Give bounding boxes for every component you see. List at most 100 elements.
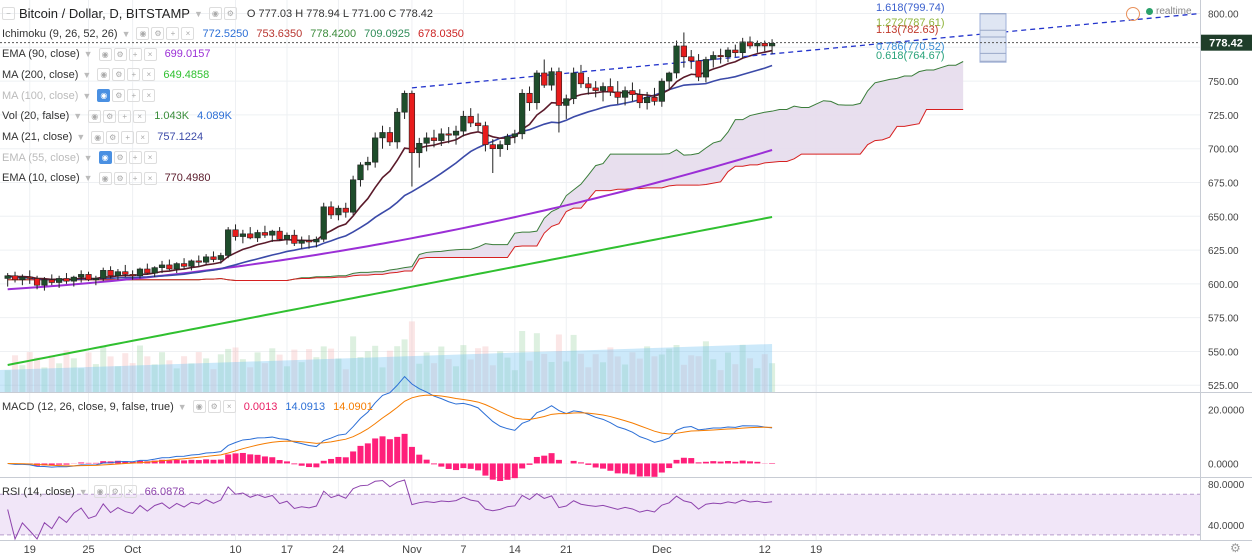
volume-bar: [489, 365, 496, 392]
volume-bar: [651, 356, 658, 392]
gear-icon[interactable]: ⚙: [223, 7, 237, 20]
chevron-down-icon[interactable]: ▼: [177, 401, 187, 412]
volume-bar: [467, 359, 474, 392]
chevron-down-icon[interactable]: ▼: [82, 69, 92, 80]
chevron-down-icon[interactable]: ▼: [82, 90, 92, 101]
plus-icon[interactable]: +: [128, 151, 142, 165]
plus-icon[interactable]: +: [166, 27, 180, 40]
volume-bar: [695, 356, 702, 392]
indicator-legend[interactable]: EMA (10, close) ▼ ◉ ⚙ + × 770.4980: [2, 171, 210, 185]
close-icon[interactable]: ×: [142, 89, 156, 103]
indicator-legend[interactable]: MA (200, close) ▼ ◉ ⚙ + × 649.4858: [2, 68, 209, 82]
chevron-down-icon[interactable]: ▼: [76, 132, 86, 142]
macd-histogram-bar: [489, 463, 496, 480]
close-icon[interactable]: ×: [181, 27, 195, 40]
close-icon[interactable]: ×: [222, 400, 236, 413]
eye-icon[interactable]: ◉: [97, 89, 111, 103]
eye-icon[interactable]: ◉: [98, 171, 112, 185]
candle: [570, 67, 577, 105]
chevron-down-icon[interactable]: ▼: [83, 173, 93, 184]
volume-bar: [438, 346, 445, 392]
volume-bar: [122, 353, 129, 392]
eye-icon[interactable]: ◉: [91, 130, 105, 144]
x-tick-label: 21: [560, 544, 572, 556]
chevron-down-icon[interactable]: ▼: [83, 152, 93, 163]
indicator-legend[interactable]: Ichimoku (9, 26, 52, 26) ▼ ◉ ⚙ + × 772.5250 753…: [2, 27, 464, 40]
chevron-down-icon[interactable]: ▼: [121, 28, 131, 39]
candle-body: [107, 270, 114, 277]
indicator-legend[interactable]: EMA (55, close) ▼ ◉ ⚙ + ×: [2, 151, 157, 165]
gear-icon[interactable]: ⚙: [113, 171, 127, 185]
plus-icon[interactable]: +: [121, 130, 135, 144]
candle-body: [56, 278, 63, 283]
chevron-down-icon[interactable]: ▼: [83, 49, 93, 60]
chevron-down-icon[interactable]: ▼: [73, 111, 83, 122]
gear-icon[interactable]: ⚙: [207, 400, 221, 413]
plus-icon[interactable]: +: [128, 47, 142, 61]
chevron-down-icon[interactable]: ▼: [78, 486, 88, 497]
gear-icon[interactable]: ⚙: [113, 47, 127, 61]
eye-icon[interactable]: ◉: [192, 400, 206, 413]
eye-icon[interactable]: ◉: [93, 485, 107, 498]
volume-bar: [357, 357, 364, 392]
plus-icon[interactable]: +: [127, 68, 141, 82]
candle: [666, 71, 673, 90]
eye-icon[interactable]: ◉: [208, 7, 222, 20]
close-icon[interactable]: ×: [136, 130, 150, 144]
close-icon[interactable]: ×: [143, 151, 157, 165]
volume-bar: [526, 360, 533, 392]
close-icon[interactable]: ×: [142, 68, 156, 82]
macd-histogram-bar: [680, 457, 687, 464]
candle: [408, 90, 416, 187]
eye-icon[interactable]: ◉: [98, 151, 112, 165]
gear-icon[interactable]: ⚙: [112, 89, 126, 103]
eye-icon[interactable]: ◉: [88, 109, 102, 123]
close-icon[interactable]: ×: [133, 109, 147, 123]
collapse-icon[interactable]: −: [2, 7, 15, 20]
volume-bar: [533, 333, 540, 392]
gear-icon[interactable]: ⚙: [108, 485, 122, 498]
settings-icon[interactable]: ⚙: [1230, 541, 1241, 555]
candle: [203, 254, 210, 265]
volume-bar: [78, 368, 85, 392]
indicator-legend[interactable]: MA (21, close) ▼ ◉ ⚙ + × 757.1224: [2, 130, 204, 144]
close-icon[interactable]: ×: [123, 485, 137, 498]
candle-body: [386, 132, 393, 143]
macd-histogram-bar: [754, 461, 761, 464]
chevron-down-icon[interactable]: ▼: [193, 8, 203, 19]
indicator-value: 757.1224: [157, 131, 204, 143]
eye-icon[interactable]: ◉: [97, 68, 111, 82]
alarm-icon[interactable]: [1126, 7, 1140, 21]
indicator-name: MA (21, close): [2, 131, 73, 143]
plus-icon[interactable]: +: [128, 171, 142, 185]
plus-icon[interactable]: +: [118, 109, 132, 123]
indicator-legend[interactable]: Vol (20, false) ▼ ◉ ⚙ + × 1.043K 4.089K: [2, 109, 232, 123]
volume-bar: [276, 354, 283, 392]
plus-icon[interactable]: +: [127, 89, 141, 103]
close-icon[interactable]: ×: [143, 47, 157, 61]
gear-icon[interactable]: ⚙: [106, 130, 120, 144]
volume-bar: [673, 345, 680, 392]
candle-body: [644, 97, 651, 104]
indicator-name: MA (100, close): [2, 89, 79, 102]
candle: [386, 127, 393, 146]
macd-histogram-bar: [504, 463, 511, 480]
gear-icon[interactable]: ⚙: [103, 109, 117, 123]
close-icon[interactable]: ×: [143, 171, 157, 185]
candle-body: [702, 59, 710, 78]
candle-body: [577, 72, 585, 85]
gear-icon[interactable]: ⚙: [112, 68, 126, 82]
gear-icon[interactable]: ⚙: [113, 151, 127, 165]
indicator-legend[interactable]: EMA (90, close) ▼ ◉ ⚙ + × 699.0157: [2, 47, 210, 61]
macd-signal-line: [7, 394, 773, 467]
gear-icon[interactable]: ⚙: [151, 27, 165, 40]
candle: [129, 270, 136, 280]
realtime-label: realtime: [1156, 6, 1192, 17]
macd-histogram-bar: [239, 452, 246, 464]
volume-bar: [85, 352, 92, 392]
indicator-legend[interactable]: MA (100, close) ▼ ◉ ⚙ + ×: [2, 89, 156, 103]
eye-icon[interactable]: ◉: [98, 47, 112, 61]
macd-histogram-bar: [232, 453, 239, 464]
eye-icon[interactable]: ◉: [136, 27, 150, 40]
